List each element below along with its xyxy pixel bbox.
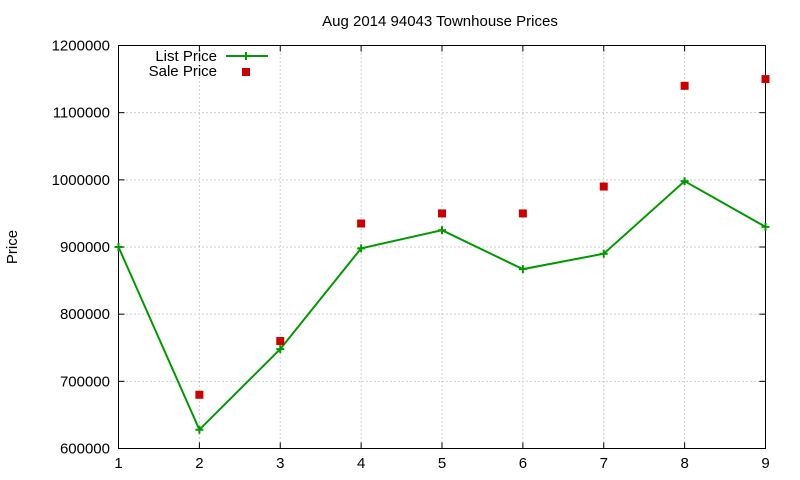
data-point-list-price — [276, 345, 285, 354]
x-tick-label: 3 — [276, 455, 284, 472]
x-tick-label: 1 — [114, 455, 122, 472]
y-tick-label: 600000 — [60, 441, 110, 458]
y-tick-label: 1200000 — [52, 38, 110, 55]
legend-entry-sale-price: Sale Price — [149, 63, 250, 80]
y-tick-label: 1000000 — [52, 172, 110, 189]
data-point-list-price — [438, 226, 446, 235]
data-point-list-price — [114, 243, 123, 251]
data-point-sale-price — [276, 337, 285, 346]
x-tick-label: 5 — [438, 455, 446, 472]
x-tick-label: 6 — [519, 455, 527, 472]
data-point-sale-price — [599, 182, 608, 191]
x-tick-label: 4 — [357, 455, 365, 472]
data-point-list-price — [195, 425, 204, 434]
x-tick-label: 2 — [195, 455, 203, 472]
data-point-sale-price — [761, 75, 770, 84]
data-point-sale-price — [357, 219, 366, 228]
legend-label-sale-price: Sale Price — [149, 63, 217, 80]
chart-title: Aug 2014 94043 Townhouse Prices — [322, 13, 558, 30]
legend-swatch-marker-list-price — [242, 52, 250, 60]
legend: List Price Sale Price — [149, 48, 268, 80]
data-point-list-price — [680, 177, 689, 186]
series — [114, 75, 770, 434]
y-tick-label: 1100000 — [53, 105, 110, 122]
y-axis-label: Price — [4, 230, 21, 264]
data-point-list-price — [599, 249, 608, 258]
data-point-list-price — [761, 222, 770, 231]
y-tick-label: 700000 — [60, 373, 110, 390]
series-sale-price — [195, 75, 770, 399]
x-tick-label: 9 — [761, 455, 769, 472]
y-tick-label: 900000 — [60, 239, 110, 256]
x-tick-label: 7 — [600, 455, 608, 472]
data-point-sale-price — [518, 209, 527, 218]
grid — [118, 45, 766, 449]
legend-label-list-price: List Price — [155, 48, 217, 65]
legend-swatch-marker-sale-price — [242, 68, 250, 76]
x-axis-ticks: 1 2 3 4 5 6 7 8 9 — [114, 45, 770, 472]
data-point-sale-price — [438, 209, 446, 218]
data-point-list-price — [357, 244, 366, 253]
data-point-sale-price — [680, 81, 689, 90]
y-tick-label: 800000 — [60, 306, 110, 323]
series-list-price — [114, 177, 770, 434]
data-point-list-price — [518, 265, 527, 274]
legend-entry-list-price: List Price — [155, 48, 268, 65]
data-point-sale-price — [195, 390, 204, 399]
x-tick-label: 8 — [680, 455, 688, 472]
